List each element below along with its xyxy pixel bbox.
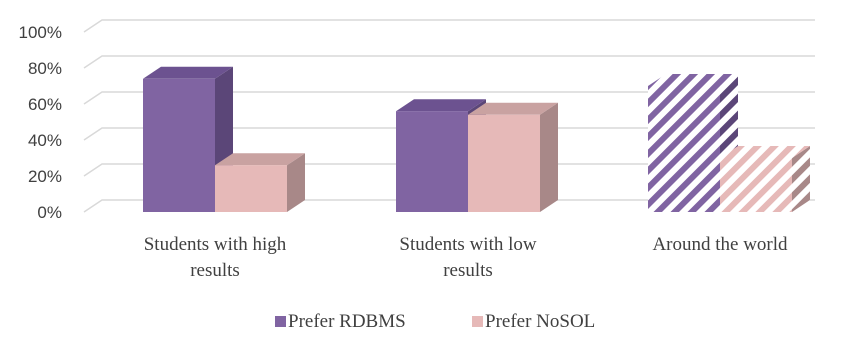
gridline: [83, 91, 815, 105]
bar-top: [720, 146, 810, 158]
legend-item: Prefer RDBMS: [275, 311, 406, 332]
y-axis-ticks: 0% 20% 40% 60% 80% 100%: [19, 23, 62, 222]
y-tick-label: 20%: [28, 167, 62, 186]
bar-front: [396, 111, 468, 212]
legend: Prefer RDBMS Prefer NoSOL: [275, 311, 595, 332]
gridline: [83, 163, 815, 177]
bar-top: [215, 153, 305, 166]
bar-front: [648, 86, 720, 212]
category-label: Students with low results: [399, 234, 537, 281]
bar-top: [396, 99, 486, 112]
category-labels: Students with high results Students with l…: [144, 234, 788, 281]
legend-swatch: [472, 316, 483, 327]
y-tick-label: 60%: [28, 95, 62, 114]
bar-side: [287, 153, 305, 212]
bar-top: [468, 102, 558, 115]
bars: [143, 66, 810, 212]
gridlines: [83, 19, 815, 213]
bar-front: [468, 114, 540, 212]
bar-front: [720, 158, 792, 212]
y-tick-label: 100%: [19, 23, 62, 42]
y-tick-label: 0%: [37, 203, 62, 222]
legend-label: Prefer RDBMS: [288, 311, 406, 332]
gridline: [83, 55, 815, 69]
legend-item: Prefer NoSOL: [472, 311, 595, 332]
legend-swatch: [275, 316, 286, 327]
gridline: [83, 19, 815, 33]
y-tick-label: 40%: [28, 131, 62, 150]
category-label: Around the world: [652, 234, 788, 255]
bar: [720, 146, 810, 212]
bar-top: [648, 74, 738, 86]
bar-top: [143, 66, 233, 79]
legend-label: Prefer NoSOL: [485, 311, 595, 332]
bar: [143, 66, 233, 212]
bar-front: [143, 78, 215, 212]
gridline: [83, 199, 815, 213]
bar: [215, 153, 305, 212]
gridline: [83, 127, 815, 141]
category-label: Students with high results: [144, 234, 287, 281]
bar-front: [215, 165, 287, 212]
bar-side: [792, 146, 810, 212]
bar: [468, 102, 558, 212]
y-tick-label: 80%: [28, 59, 62, 78]
bar-side: [540, 102, 558, 212]
